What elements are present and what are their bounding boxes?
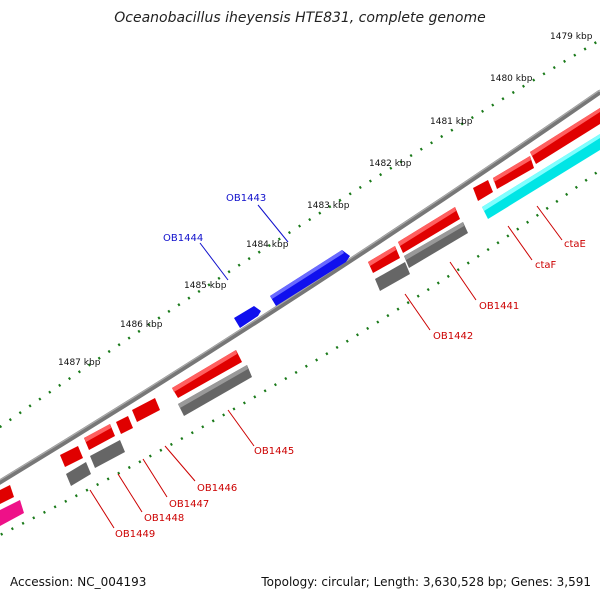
gene-label-OB1449[interactable]: OB1449 xyxy=(115,529,155,540)
gene-left-edge[interactable] xyxy=(0,485,14,504)
genome-info-text: Topology: circular; Length: 3,630,528 bp… xyxy=(261,575,591,589)
kbp-label-1487: 1487 kbp xyxy=(58,358,101,368)
kbp-label-1479: 1479 kbp xyxy=(550,32,593,42)
gene-OB1446[interactable] xyxy=(132,398,160,422)
gene-OB1441[interactable] xyxy=(398,207,460,253)
gene-ctaE[interactable] xyxy=(530,108,600,164)
kbp-label-1483: 1483 kbp xyxy=(307,201,350,211)
feature-OB1448-grey[interactable] xyxy=(90,440,125,468)
gene-OB1445[interactable] xyxy=(172,350,242,398)
feature-OB1441-grey[interactable] xyxy=(404,222,468,268)
gene-ctaF[interactable] xyxy=(493,156,534,189)
kbp-label-1482: 1482 kbp xyxy=(369,159,412,169)
gene-label-OB1441[interactable]: OB1441 xyxy=(479,301,519,312)
genome-backbone xyxy=(0,89,600,485)
accession-text: Accession: NC_004193 xyxy=(10,575,147,589)
map-title: Oceanobacillus iheyensis HTE831, complet… xyxy=(114,10,486,26)
gene-label-OB1444[interactable]: OB1444 xyxy=(163,233,203,244)
gene-label-OB1446[interactable]: OB1446 xyxy=(197,483,237,494)
kbp-label-1485: 1485 kbp xyxy=(184,281,227,291)
feature-ctaE-cyan[interactable] xyxy=(482,134,600,219)
feature-left-edge-magenta[interactable] xyxy=(0,500,24,526)
gene-label-OB1443[interactable]: OB1443 xyxy=(226,193,266,204)
kbp-label-1484: 1484 kbp xyxy=(246,240,289,250)
gene-label-ctaF[interactable]: ctaF xyxy=(535,260,557,271)
feature-OB1445-grey[interactable] xyxy=(178,365,252,416)
gene-OB1447[interactable] xyxy=(116,416,133,434)
gene-label-OB1448[interactable]: OB1448 xyxy=(144,513,184,524)
gene-OB1442[interactable] xyxy=(368,246,400,273)
feature-OB1442-grey[interactable] xyxy=(375,262,410,291)
gene-OB1443[interactable] xyxy=(270,250,350,306)
gene-ctaF-small[interactable] xyxy=(473,180,493,201)
gene-label-ctaE[interactable]: ctaE xyxy=(564,239,586,250)
gene-label-OB1442[interactable]: OB1442 xyxy=(433,331,473,342)
gene-OB1444[interactable] xyxy=(234,306,261,328)
gene-label-OB1445[interactable]: OB1445 xyxy=(254,446,294,457)
kbp-label-1486: 1486 kbp xyxy=(120,320,163,330)
gene-OB1448[interactable] xyxy=(84,424,115,450)
kbp-labels: 1479 kbp 1480 kbp 1481 kbp 1482 kbp 1483… xyxy=(58,32,593,368)
gene-labels: ctaE ctaF OB1441 OB1442 OB1443 OB1444 OB… xyxy=(115,193,586,540)
gene-label-OB1447[interactable]: OB1447 xyxy=(169,499,209,510)
feature-OB1449-grey[interactable] xyxy=(66,462,91,486)
gene-OB1449[interactable] xyxy=(60,446,83,467)
kbp-label-1480: 1480 kbp xyxy=(490,74,533,84)
kbp-label-1481: 1481 kbp xyxy=(430,117,473,127)
outer-ruler xyxy=(0,38,600,429)
label-connectors xyxy=(89,204,563,529)
